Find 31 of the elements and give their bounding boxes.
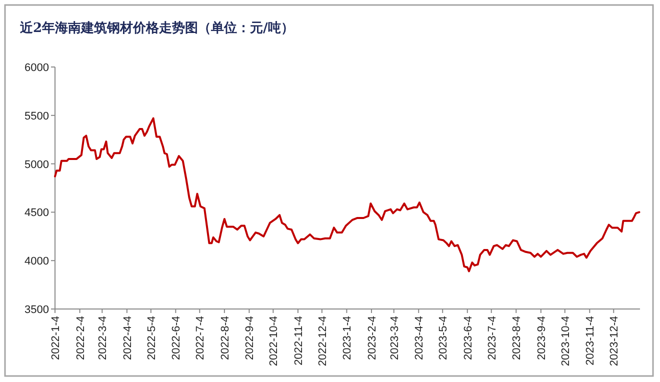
x-tick-label: 2022-6-4 <box>170 316 183 360</box>
y-tick-label: 4000 <box>24 256 49 268</box>
x-tick-label: 2022-9-4 <box>244 316 256 360</box>
y-tick-label: 5000 <box>24 158 49 171</box>
x-tick-label: 2022-11-4 <box>292 316 305 366</box>
y-tick-label: 3500 <box>24 304 49 316</box>
x-tick-label: 2023-2-4 <box>366 316 378 360</box>
x-tick-label: 2022-7-4 <box>194 316 207 360</box>
x-tick-label: 2023-12-4 <box>608 316 621 366</box>
x-tick-label: 2023-3-4 <box>388 316 401 360</box>
x-tick-label: 2023-5-4 <box>438 316 450 360</box>
x-tick-label: 2023-7-4 <box>486 316 498 360</box>
x-tick-label: 2022-5-4 <box>146 316 158 360</box>
y-tick-label: 5500 <box>24 110 49 122</box>
y-tick-label: 4500 <box>24 207 49 220</box>
x-tick-label: 2023-4-4 <box>414 316 426 360</box>
x-tick-label: 2023-10-4 <box>560 316 572 366</box>
y-tick-label: 6000 <box>24 62 49 74</box>
x-tick-label: 2022-12-4 <box>316 316 329 366</box>
x-tick-label: 2023-6-4 <box>462 316 474 360</box>
x-tick-label: 2022-10-4 <box>268 316 280 366</box>
x-tick-label: 2023-11-4 <box>584 316 597 366</box>
x-tick-label: 2022-2-4 <box>74 316 87 360</box>
x-tick-label: 2022-3-4 <box>97 316 110 360</box>
chart-title: 近2年海南建筑钢材价格走势图（单位：元/吨） <box>19 20 294 36</box>
x-tick-label: 2022-1-4 <box>50 316 62 360</box>
x-tick-label: 2023-1-4 <box>342 316 354 360</box>
x-tick-label: 2023-8-4 <box>511 316 524 360</box>
x-tick-label: 2022-8-4 <box>219 316 232 360</box>
x-tick-label: 2022-4-4 <box>122 316 134 360</box>
x-tick-label: 2023-9-4 <box>536 316 548 360</box>
